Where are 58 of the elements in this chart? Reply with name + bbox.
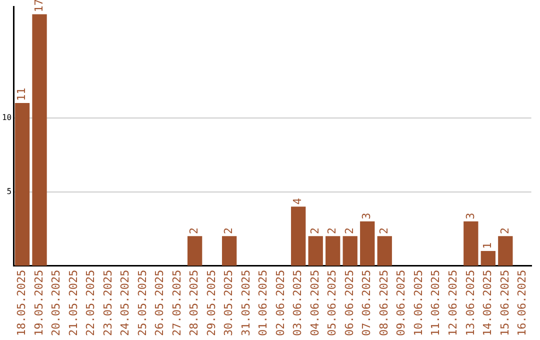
x-tick-label: 23.05.2025 [101, 270, 114, 336]
bar [360, 221, 375, 266]
x-tick-label: 06.06.2025 [342, 270, 356, 336]
x-tick-label: 12.06.2025 [446, 270, 460, 336]
x-tick-label: 03.06.2025 [291, 270, 304, 336]
bar [187, 236, 202, 266]
x-tick-label: 10.06.2025 [412, 270, 425, 336]
x-tick-label: 11.06.2025 [429, 270, 442, 336]
data-label: 11 [15, 88, 28, 101]
x-tick-label: 08.06.2025 [377, 270, 390, 336]
x-tick-label: 19.05.2025 [32, 270, 46, 336]
x-tick-label: 04.06.2025 [308, 270, 322, 336]
bar [498, 236, 513, 266]
data-label: 2 [222, 228, 236, 234]
x-tick-label: 21.05.2025 [66, 270, 80, 336]
x-tick-label: 01.06.2025 [256, 270, 270, 336]
data-label: 2 [377, 228, 390, 234]
x-tick-label: 15.06.2025 [498, 270, 512, 336]
x-tick-label: 25.05.2025 [136, 270, 149, 336]
bar [308, 236, 323, 266]
bar [464, 221, 478, 266]
x-tick-label: 27.05.2025 [170, 270, 184, 336]
bar [14, 102, 30, 266]
x-tick-label: 13.06.2025 [464, 270, 477, 336]
x-tick-label: 16.06.2025 [516, 270, 529, 336]
data-label: 17 [32, 0, 46, 12]
data-label: 4 [291, 198, 304, 205]
x-tick-label: 07.06.2025 [360, 270, 374, 336]
x-tick-label: 05.06.2025 [326, 270, 339, 336]
x-tick-label: 29.05.2025 [204, 270, 218, 336]
data-label: 3 [464, 212, 477, 220]
bar [326, 236, 340, 266]
x-tick-label: 18.05.2025 [15, 270, 28, 336]
x-tick-label: 26.05.2025 [153, 270, 166, 336]
x-tick-label: 20.05.2025 [50, 270, 63, 336]
data-label: 2 [188, 228, 201, 234]
data-label: 1 [481, 242, 494, 249]
x-tick-label: 31.05.2025 [239, 270, 252, 336]
bar [222, 236, 237, 266]
x-tick-label: 22.05.2025 [84, 270, 98, 336]
y-tick-label: 10 [2, 112, 12, 122]
x-tick-label: 30.05.2025 [222, 270, 236, 336]
x-tick-label: 09.06.2025 [394, 270, 408, 336]
data-label: 2 [308, 228, 322, 234]
x-tick-label: 14.06.2025 [481, 270, 494, 336]
x-tick-label: 24.05.2025 [118, 270, 132, 336]
bar [377, 236, 392, 266]
bar [291, 206, 306, 266]
data-label: 2 [498, 228, 512, 234]
y-tick-label: 5 [6, 186, 12, 196]
bar [32, 14, 47, 266]
bar [342, 236, 358, 266]
data-label: 3 [360, 212, 374, 220]
x-tick-label: 02.06.2025 [274, 270, 287, 336]
data-label: 2 [342, 228, 356, 234]
data-label: 2 [326, 228, 339, 234]
x-tick-label: 28.05.2025 [188, 270, 201, 336]
bar [480, 250, 496, 266]
